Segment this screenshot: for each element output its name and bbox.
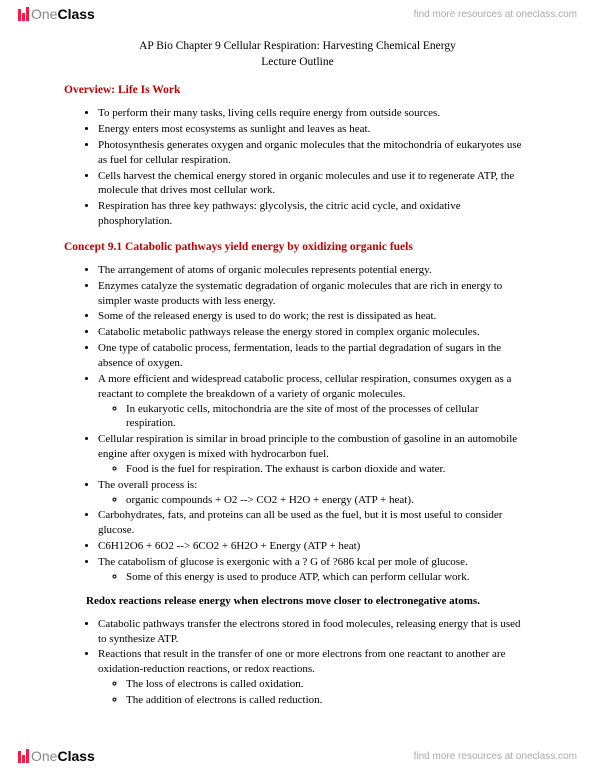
- list-item: To perform their many tasks, living cell…: [98, 106, 531, 121]
- list-item: Some of the released energy is used to d…: [98, 309, 531, 324]
- page-header: OneClass find more resources at oneclass…: [0, 0, 595, 28]
- list-item: One type of catabolic process, fermentat…: [98, 341, 531, 371]
- list-item: Carbohydrates, fats, and proteins can al…: [98, 508, 531, 538]
- list-item: The catabolism of glucose is exergonic w…: [98, 555, 531, 585]
- list-item: The arrangement of atoms of organic mole…: [98, 263, 531, 278]
- brand-name: OneClass: [31, 6, 95, 22]
- list-item: The loss of electrons is called oxidatio…: [126, 677, 531, 692]
- section-heading-overview: Overview: Life Is Work: [64, 84, 531, 96]
- header-tagline: find more resources at oneclass.com: [414, 9, 577, 20]
- brand-logo-footer: OneClass: [18, 748, 95, 764]
- footer-tagline: find more resources at oneclass.com: [414, 751, 577, 762]
- list-item: The overall process is: organic compound…: [98, 478, 531, 508]
- document-body: AP Bio Chapter 9 Cellular Respiration: H…: [0, 28, 595, 708]
- list-item: Enzymes catalyze the systematic degradat…: [98, 279, 531, 309]
- title-line-2: Lecture Outline: [261, 56, 333, 68]
- list-item: Catabolic metabolic pathways release the…: [98, 325, 531, 340]
- subsection-heading-redox: Redox reactions release energy when elec…: [86, 595, 531, 607]
- list-item: A more efficient and widespread cataboli…: [98, 372, 531, 431]
- brand-name: OneClass: [31, 748, 95, 764]
- section-heading-concept: Concept 9.1 Catabolic pathways yield ene…: [64, 241, 531, 253]
- list-item: Reactions that result in the transfer of…: [98, 647, 531, 707]
- list-item: Cellular respiration is similar in broad…: [98, 432, 531, 477]
- concept-list: The arrangement of atoms of organic mole…: [64, 263, 531, 585]
- brand-logo: OneClass: [18, 6, 95, 22]
- logo-icon: [18, 7, 29, 21]
- list-item: Respiration has three key pathways: glyc…: [98, 199, 531, 229]
- list-item: Catabolic pathways transfer the electron…: [98, 617, 531, 647]
- list-item: C6H12O6 + 6O2 --> 6CO2 + 6H2O + Energy (…: [98, 539, 531, 554]
- list-item: Some of this energy is used to produce A…: [126, 570, 531, 585]
- overview-list: To perform their many tasks, living cell…: [64, 106, 531, 229]
- list-item: Cells harvest the chemical energy stored…: [98, 169, 531, 199]
- list-item: Photosynthesis generates oxygen and orga…: [98, 138, 531, 168]
- title-line-1: AP Bio Chapter 9 Cellular Respiration: H…: [139, 40, 456, 52]
- list-item: In eukaryotic cells, mitochondria are th…: [126, 402, 531, 432]
- redox-list: Catabolic pathways transfer the electron…: [64, 617, 531, 708]
- list-item: Food is the fuel for respiration. The ex…: [126, 462, 531, 477]
- list-item: The addition of electrons is called redu…: [126, 693, 531, 708]
- logo-icon: [18, 749, 29, 763]
- list-item: organic compounds + O2 --> CO2 + H2O + e…: [126, 493, 531, 508]
- list-item: Energy enters most ecosystems as sunligh…: [98, 122, 531, 137]
- document-title: AP Bio Chapter 9 Cellular Respiration: H…: [64, 38, 531, 70]
- page-footer: OneClass find more resources at oneclass…: [0, 742, 595, 770]
